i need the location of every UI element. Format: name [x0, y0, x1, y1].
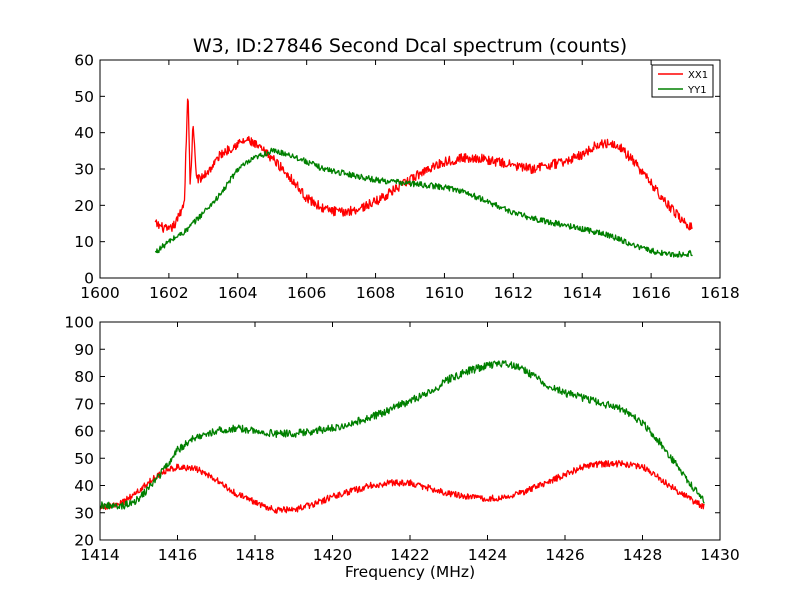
y-tick-label: 0 [84, 270, 94, 288]
series-line-bottom-green [99, 360, 705, 510]
top-plot-lines [154, 98, 693, 258]
x-tick-label: 1414 [80, 546, 119, 564]
series-line-bottom-red [99, 459, 705, 514]
x-tick-label: 1600 [80, 284, 119, 302]
bottom-plot: 1414 1416 1418 1420 1422 1424 1426 1428 1430 20 30… [64, 314, 739, 565]
x-tick-label: 1424 [468, 546, 507, 564]
legend: XX1 YY1 [651, 64, 714, 98]
bottom-plot-ticks: 1414 1416 1418 1420 1422 1424 1426 1428 1430 20 30… [64, 314, 739, 565]
y-tick-label: 60 [74, 52, 94, 70]
chart-title: W3, ID:27846 Second Dcal spectrum (count… [193, 35, 627, 57]
bottom-plot-lines [99, 360, 705, 514]
x-tick-label: 1618 [700, 284, 739, 302]
top-plot: 1600 1602 1604 1606 1608 1610 1612 1614 1616 1618… [74, 52, 739, 303]
bottom-plot-frame [99, 321, 721, 541]
x-tick-label: 1608 [356, 284, 395, 302]
x-tick-label: 1604 [218, 284, 257, 302]
x-tick-label: 1602 [149, 284, 188, 302]
y-tick-label: 90 [74, 341, 94, 359]
y-tick-label: 20 [74, 197, 94, 215]
x-tick-label: 1420 [313, 546, 352, 564]
top-plot-ticks: 1600 1602 1604 1606 1608 1610 1612 1614 1616 1618… [74, 52, 739, 303]
y-tick-label: 20 [74, 532, 94, 550]
legend-box [651, 64, 714, 98]
x-axis-label: Frequency (MHz) [345, 563, 475, 581]
legend-label-xx1: XX1 [688, 70, 708, 81]
x-tick-label: 1430 [700, 546, 739, 564]
y-tick-label: 70 [74, 395, 94, 413]
y-tick-label: 60 [74, 423, 94, 441]
x-tick-label: 1614 [562, 284, 601, 302]
x-tick-label: 1416 [158, 546, 197, 564]
x-tick-label: 1610 [425, 284, 464, 302]
series-line-top-red [154, 98, 693, 233]
x-tick-label: 1616 [631, 284, 670, 302]
x-tick-label: 1426 [545, 546, 584, 564]
y-tick-label: 50 [74, 88, 94, 106]
y-tick-label: 40 [74, 477, 94, 495]
x-tick-label: 1428 [623, 546, 662, 564]
y-tick-label: 100 [64, 314, 94, 332]
x-tick-label: 1422 [390, 546, 429, 564]
y-tick-label: 40 [74, 124, 94, 142]
y-tick-label: 10 [74, 233, 94, 251]
y-tick-label: 30 [74, 504, 94, 522]
y-tick-label: 30 [74, 161, 94, 179]
x-tick-label: 1612 [494, 284, 533, 302]
y-tick-label: 80 [74, 368, 94, 386]
legend-label-yy1: YY1 [687, 85, 707, 96]
series-line-top-green [154, 147, 693, 258]
y-tick-label: 50 [74, 450, 94, 468]
x-tick-label: 1418 [235, 546, 274, 564]
top-plot-frame [99, 59, 721, 279]
x-tick-label: 1606 [287, 284, 326, 302]
